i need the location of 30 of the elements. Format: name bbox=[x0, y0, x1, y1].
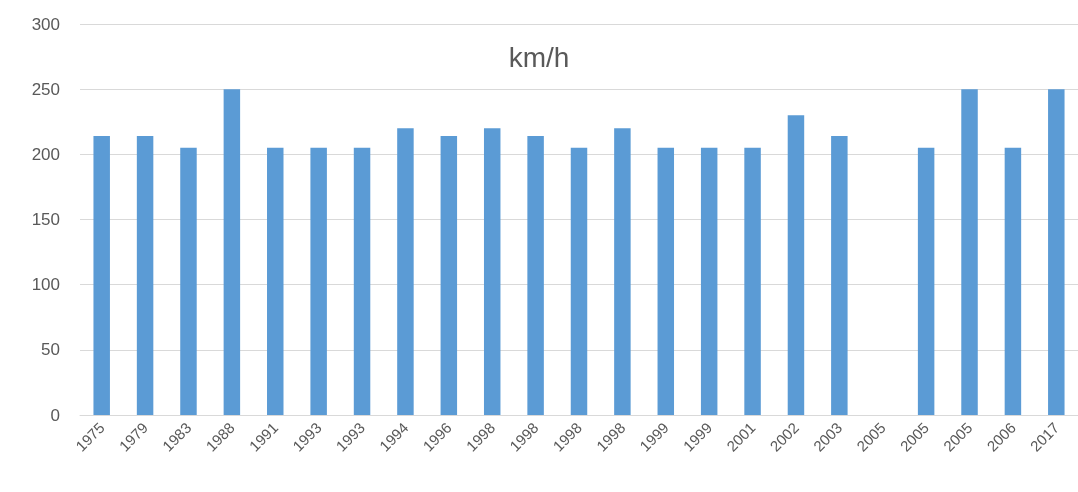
bar bbox=[180, 147, 197, 415]
y-tick-label: 250 bbox=[31, 79, 60, 99]
y-tick-label: 300 bbox=[31, 14, 60, 34]
text: km/h bbox=[508, 41, 570, 73]
bar bbox=[614, 128, 631, 415]
y-tick-label: 150 bbox=[31, 210, 60, 229]
bar bbox=[917, 147, 935, 415]
bar bbox=[310, 147, 327, 415]
bar bbox=[527, 136, 544, 415]
bar bbox=[267, 147, 284, 415]
bar bbox=[1048, 89, 1065, 415]
bar bbox=[700, 147, 718, 415]
bar bbox=[483, 128, 501, 415]
bar bbox=[397, 128, 414, 415]
bar bbox=[93, 136, 110, 415]
bar bbox=[787, 115, 805, 415]
y-tick-label: 50 bbox=[41, 340, 60, 360]
bar bbox=[223, 89, 241, 415]
bar bbox=[570, 147, 588, 415]
y-tick-label: 100 bbox=[31, 275, 60, 295]
bar bbox=[961, 89, 978, 415]
bar bbox=[353, 147, 371, 415]
bar bbox=[1004, 147, 1022, 415]
bar bbox=[744, 147, 761, 415]
y-tick-label: 200 bbox=[31, 144, 60, 164]
bar bbox=[657, 147, 675, 415]
y-tick-label: 0 bbox=[50, 405, 60, 425]
bar bbox=[136, 136, 154, 415]
bar bbox=[831, 136, 848, 415]
bar bbox=[440, 136, 458, 415]
